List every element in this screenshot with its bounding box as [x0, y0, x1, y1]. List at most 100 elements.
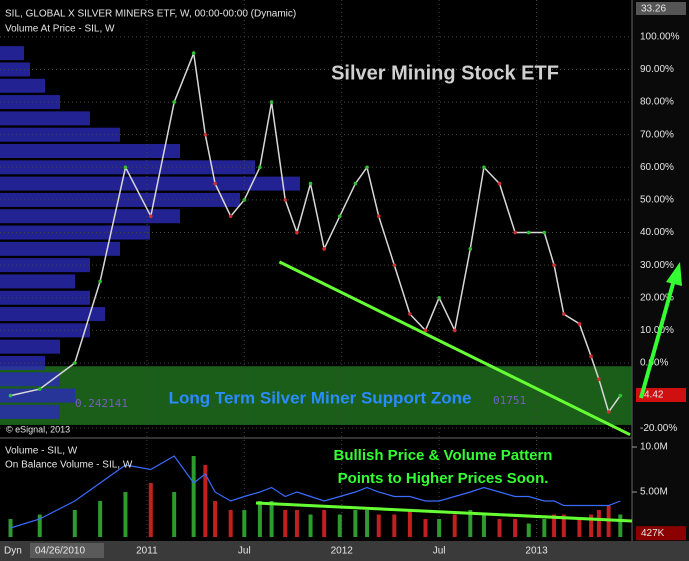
price-point: [269, 100, 274, 104]
arrow-shaft: [639, 279, 676, 399]
volume-bar: [542, 519, 547, 538]
zone-label: Long Term Silver Miner Support Zone: [169, 388, 472, 407]
volume-bar: [468, 510, 473, 538]
volume-at-price-bar: [0, 241, 120, 256]
trendline: [278, 260, 631, 437]
y-tick-label: 70.00%: [640, 129, 674, 140]
volume-bar: [213, 501, 218, 538]
volume-at-price-bar: [0, 388, 75, 403]
price-point: [8, 393, 13, 398]
volume-bar: [294, 510, 299, 538]
x-tick-label: Jul: [238, 546, 251, 557]
y-tick-label: 20.00%: [640, 292, 674, 303]
volume-at-price-bar: [0, 78, 45, 93]
price-point: [606, 410, 611, 414]
panel-title: Volume - SIL, W: [5, 446, 78, 457]
volume-bar: [423, 519, 428, 538]
volume-bar: [242, 510, 247, 538]
obv-line: [10, 455, 621, 529]
price-point: [283, 198, 288, 202]
top-price-box: [636, 2, 686, 15]
volume-bar: [172, 492, 177, 538]
volume-bar: [526, 523, 531, 538]
volume-at-price-bar: [0, 307, 105, 322]
price-point: [392, 263, 397, 267]
top-price: 33.26: [641, 4, 666, 15]
volume-bar: [392, 514, 397, 538]
volume-bar: [497, 519, 502, 538]
price-point: [423, 328, 428, 333]
volume-bar: [577, 519, 582, 538]
volume-bar: [561, 514, 566, 538]
volume-bar: [191, 456, 196, 538]
y-tick-label: 30.00%: [640, 260, 674, 271]
price-point: [295, 230, 299, 235]
time-strip: [0, 541, 689, 561]
fib-label: 01751: [493, 394, 526, 407]
price-point: [577, 322, 582, 326]
price-point: [513, 230, 517, 235]
price-line: [10, 50, 621, 414]
volume-at-price-bar: [0, 339, 60, 354]
price-point: [191, 51, 196, 55]
x-tick-label: 2013: [525, 546, 548, 557]
copyright: © eSignal, 2013: [6, 424, 70, 434]
price-point: [322, 247, 326, 251]
x-tick-label: Jul: [433, 546, 446, 557]
price-point: [542, 230, 547, 235]
arrow: [639, 262, 682, 399]
volume-bar: [228, 510, 233, 538]
price-point: [552, 263, 556, 267]
y-tick-label: -20.00%: [640, 423, 677, 434]
last-volume: 427K: [641, 528, 665, 539]
price-point: [589, 354, 593, 359]
volume-bar: [308, 514, 313, 538]
volume-at-price-bar: [0, 355, 45, 370]
price-point: [172, 100, 176, 104]
price-point: [482, 165, 486, 170]
price-point: [123, 165, 128, 170]
fib-label: 0.242141: [75, 397, 128, 410]
volume-bar: [589, 514, 594, 538]
volume-bar: [322, 510, 327, 538]
volume-bar: [452, 514, 457, 538]
volume-at-price-bar: [0, 176, 300, 191]
volume-bar: [148, 483, 153, 538]
y-tick-label: 90.00%: [640, 64, 674, 75]
volume-trendline: [255, 501, 633, 523]
volume-bar: [437, 519, 442, 538]
chart-title: Silver Mining Stock ETF: [331, 62, 559, 84]
price-point: [258, 165, 262, 170]
price-point: [337, 214, 342, 219]
last-price-box: [636, 388, 686, 402]
y-tick-label: 40.00%: [640, 227, 674, 238]
price-point: [376, 214, 381, 219]
price-point: [308, 181, 313, 186]
last-volume-box: [636, 526, 686, 541]
volume-bar: [257, 501, 262, 538]
last-price: 4.42: [644, 390, 664, 401]
price-point: [468, 247, 473, 251]
price-point: [213, 181, 217, 186]
mode-label: Dyn: [4, 546, 22, 557]
y-tick-label: 0.00%: [640, 358, 668, 369]
arrow-head: [666, 262, 682, 286]
price-point: [408, 312, 412, 316]
volume-at-price-bar: [0, 62, 30, 77]
start-date: 04/26/2010: [35, 546, 85, 557]
volume-bar: [353, 510, 358, 538]
volume-bar: [618, 514, 623, 538]
volume-bar: [552, 514, 557, 538]
volume-bar: [269, 501, 274, 538]
price-point: [242, 198, 247, 202]
price-point: [497, 181, 502, 186]
price-point: [452, 328, 457, 333]
panel-subtitle: On Balance Volume - SIL, W: [5, 460, 133, 471]
volume-at-price-bar: [0, 274, 75, 289]
volume-bar: [481, 514, 486, 538]
volume-at-price-bar: [0, 404, 60, 419]
chart-subheader: Volume At Price - SIL, W: [5, 24, 115, 35]
chart-header: SIL, GLOBAL X SILVER MINERS ETF, W, 00:0…: [5, 9, 296, 20]
